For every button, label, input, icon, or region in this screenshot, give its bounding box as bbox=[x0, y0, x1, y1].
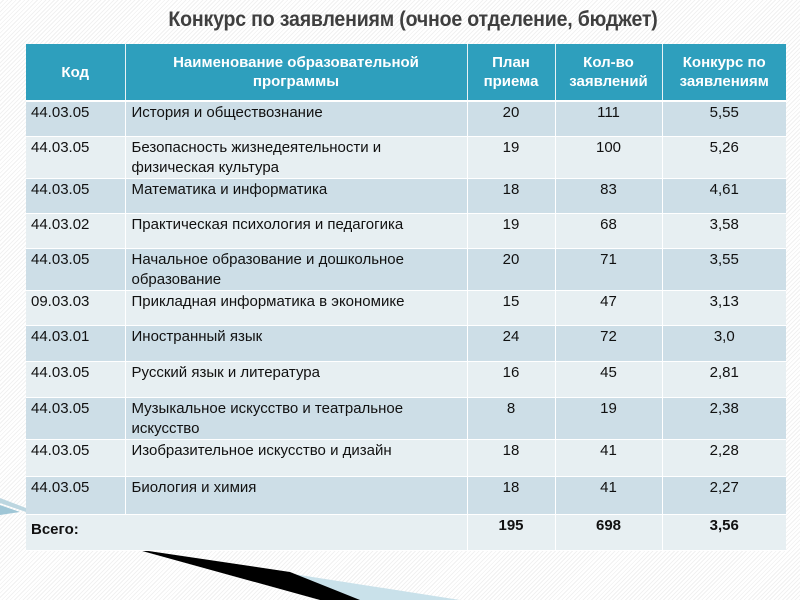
table-row: 44.03.05 Безопасность жизнедеятельности … bbox=[26, 136, 786, 179]
cell-program: Биология и химия bbox=[125, 476, 468, 515]
cell-competition: 4,61 bbox=[662, 178, 786, 214]
header-applications: Кол-во заявлений bbox=[555, 44, 663, 102]
table-row: 09.03.03 Прикладная информатика в эконом… bbox=[26, 290, 786, 326]
cell-competition: 5,26 bbox=[662, 136, 786, 179]
cell-program: Прикладная информатика в экономике bbox=[125, 290, 468, 326]
table-row: 44.03.02 Практическая психология и педаг… bbox=[26, 213, 786, 249]
total-competition: 3,56 bbox=[662, 514, 786, 551]
cell-plan: 8 bbox=[467, 397, 556, 440]
total-label: Всего: bbox=[26, 514, 468, 551]
cell-applications: 41 bbox=[555, 439, 663, 477]
cell-applications: 47 bbox=[555, 290, 663, 326]
cell-applications: 111 bbox=[555, 101, 663, 137]
table-row: 44.03.05 Математика и информатика 18 83 … bbox=[26, 178, 786, 214]
cell-program: Безопасность жизнедеятельности и физичес… bbox=[125, 136, 468, 179]
cell-applications: 100 bbox=[555, 136, 663, 179]
table-row: 44.03.05 Русский язык и литература 16 45… bbox=[26, 361, 786, 398]
cell-code: 44.03.05 bbox=[26, 248, 126, 291]
table-row: 44.03.05 История и обществознание 20 111… bbox=[26, 101, 786, 137]
cell-code: 44.03.05 bbox=[26, 361, 126, 398]
cell-competition: 3,13 bbox=[662, 290, 786, 326]
cell-applications: 19 bbox=[555, 397, 663, 440]
cell-competition: 2,81 bbox=[662, 361, 786, 398]
cell-code: 44.03.05 bbox=[26, 136, 126, 179]
page-title: Конкурс по заявлениям (очное отделение, … bbox=[168, 8, 658, 31]
cell-plan: 15 bbox=[467, 290, 556, 326]
header-code: Код bbox=[26, 44, 126, 102]
table-row: 44.03.05 Музыкальное искусство и театрал… bbox=[26, 397, 786, 440]
cell-plan: 20 bbox=[467, 101, 556, 137]
cell-competition: 3,55 bbox=[662, 248, 786, 291]
cell-code: 44.03.01 bbox=[26, 325, 126, 362]
table-row: 44.03.05 Начальное образование и дошколь… bbox=[26, 248, 786, 291]
cell-plan: 20 bbox=[467, 248, 556, 291]
cell-competition: 2,38 bbox=[662, 397, 786, 440]
table-row: 44.03.05 Изобразительное искусство и диз… bbox=[26, 439, 786, 477]
table-total-row: Всего: 195 698 3,56 bbox=[26, 514, 786, 551]
cell-program: История и обществознание bbox=[125, 101, 468, 137]
cell-plan: 24 bbox=[467, 325, 556, 362]
cell-plan: 18 bbox=[467, 178, 556, 214]
cell-competition: 5,55 bbox=[662, 101, 786, 137]
cell-applications: 45 bbox=[555, 361, 663, 398]
table-header-row: Код Наименование образовательной програм… bbox=[26, 44, 786, 102]
cell-plan: 18 bbox=[467, 476, 556, 515]
total-plan: 195 bbox=[467, 514, 556, 551]
cell-applications: 72 bbox=[555, 325, 663, 362]
cell-program: Иностранный язык bbox=[125, 325, 468, 362]
cell-applications: 71 bbox=[555, 248, 663, 291]
cell-program: Музыкальное искусство и театральное иску… bbox=[125, 397, 468, 440]
cell-applications: 83 bbox=[555, 178, 663, 214]
table-row: 44.03.05 Биология и химия 18 41 2,27 bbox=[26, 476, 786, 515]
cell-program: Русский язык и литература bbox=[125, 361, 468, 398]
competition-table: Код Наименование образовательной програм… bbox=[26, 44, 786, 551]
cell-plan: 18 bbox=[467, 439, 556, 477]
cell-code: 44.03.05 bbox=[26, 397, 126, 440]
cell-code: 44.03.05 bbox=[26, 178, 126, 214]
cell-competition: 2,28 bbox=[662, 439, 786, 477]
cell-plan: 19 bbox=[467, 136, 556, 179]
cell-code: 44.03.02 bbox=[26, 213, 126, 249]
cell-code: 44.03.05 bbox=[26, 101, 126, 137]
table-row: 44.03.01 Иностранный язык 24 72 3,0 bbox=[26, 325, 786, 362]
cell-competition: 3,58 bbox=[662, 213, 786, 249]
cell-plan: 19 bbox=[467, 213, 556, 249]
cell-code: 44.03.05 bbox=[26, 476, 126, 515]
cell-plan: 16 bbox=[467, 361, 556, 398]
cell-program: Начальное образование и дошкольное образ… bbox=[125, 248, 468, 291]
cell-program: Практическая психология и педагогика bbox=[125, 213, 468, 249]
cell-competition: 3,0 bbox=[662, 325, 786, 362]
header-program: Наименование образовательной программы bbox=[125, 44, 468, 102]
cell-code: 44.03.05 bbox=[26, 439, 126, 477]
cell-program: Изобразительное искусство и дизайн bbox=[125, 439, 468, 477]
header-plan: План приема bbox=[467, 44, 556, 102]
cell-program: Математика и информатика bbox=[125, 178, 468, 214]
cell-competition: 2,27 bbox=[662, 476, 786, 515]
cell-code: 09.03.03 bbox=[26, 290, 126, 326]
total-applications: 698 bbox=[555, 514, 663, 551]
cell-applications: 41 bbox=[555, 476, 663, 515]
header-competition: Конкурс по заявлениям bbox=[662, 44, 786, 102]
cell-applications: 68 bbox=[555, 213, 663, 249]
